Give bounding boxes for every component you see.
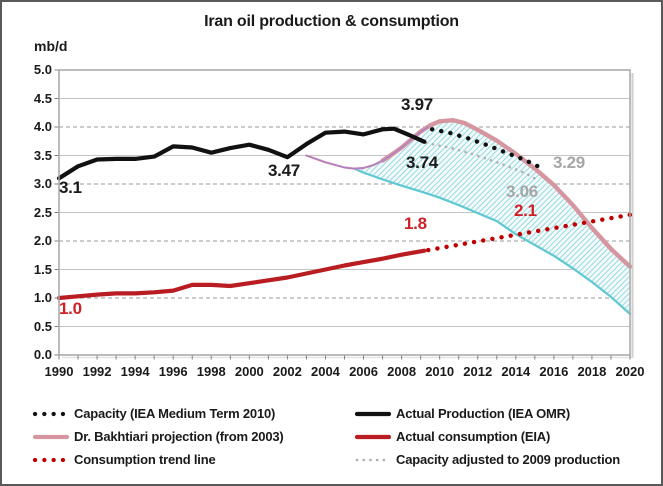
x-tick-label: 2008 bbox=[381, 364, 423, 379]
x-tick-label: 2020 bbox=[609, 364, 651, 379]
legend-marker-capacity_adjusted bbox=[354, 453, 392, 467]
legend-marker-trend bbox=[32, 453, 70, 467]
legend-label-trend: Consumption trend line bbox=[74, 452, 215, 467]
x-tick-label: 2002 bbox=[266, 364, 308, 379]
legend: Capacity (IEA Medium Term 2010) Actual Pr… bbox=[32, 402, 648, 471]
annotation-3.47: 3.47 bbox=[268, 161, 300, 181]
x-tick-label: 1990 bbox=[38, 364, 80, 379]
legend-label-consumption: Actual consumption (EIA) bbox=[396, 429, 550, 444]
annotation-3.1: 3.1 bbox=[59, 178, 82, 198]
y-tick-label: 2.0 bbox=[20, 233, 52, 248]
y-tick-label: 0.5 bbox=[20, 319, 52, 334]
y-tick-label: 0.0 bbox=[20, 347, 52, 362]
y-tick-label: 4.0 bbox=[20, 119, 52, 134]
y-tick-label: 1.0 bbox=[20, 290, 52, 305]
legend-label-capacity: Capacity (IEA Medium Term 2010) bbox=[74, 406, 275, 421]
annotation-1.0: 1.0 bbox=[59, 299, 82, 319]
x-tick-label: 2018 bbox=[571, 364, 613, 379]
x-tick-label: 1994 bbox=[114, 364, 156, 379]
legend-marker-capacity bbox=[32, 407, 70, 421]
y-tick-label: 5.0 bbox=[20, 62, 52, 77]
legend-item-production: Actual Production (IEA OMR) bbox=[354, 402, 648, 425]
legend-marker-consumption bbox=[354, 430, 392, 444]
legend-item-capacity_adjusted: Capacity adjusted to 2009 production bbox=[354, 448, 648, 471]
x-tick-label: 2012 bbox=[457, 364, 499, 379]
legend-label-production: Actual Production (IEA OMR) bbox=[396, 406, 570, 421]
y-tick-label: 3.0 bbox=[20, 176, 52, 191]
y-tick-label: 1.5 bbox=[20, 262, 52, 277]
legend-item-trend: Consumption trend line bbox=[32, 448, 354, 471]
x-tick-label: 1998 bbox=[190, 364, 232, 379]
annotation-3.29: 3.29 bbox=[553, 153, 585, 173]
x-tick-label: 1996 bbox=[152, 364, 194, 379]
legend-item-consumption: Actual consumption (EIA) bbox=[354, 425, 648, 448]
chart-figure: Iran oil production & consumption mb/d 5… bbox=[0, 0, 663, 486]
annotation-3.06: 3.06 bbox=[506, 182, 538, 202]
x-tick-label: 2010 bbox=[419, 364, 461, 379]
y-tick-label: 3.5 bbox=[20, 148, 52, 163]
x-tick-label: 2016 bbox=[533, 364, 575, 379]
legend-item-bakhtiari: Dr. Bakhtiari projection (from 2003) bbox=[32, 425, 354, 448]
x-tick-label: 2006 bbox=[343, 364, 385, 379]
x-tick-label: 1992 bbox=[76, 364, 118, 379]
legend-label-capacity_adjusted: Capacity adjusted to 2009 production bbox=[396, 452, 620, 467]
legend-label-bakhtiari: Dr. Bakhtiari projection (from 2003) bbox=[74, 429, 284, 444]
x-tick-label: 2014 bbox=[495, 364, 537, 379]
legend-item-capacity: Capacity (IEA Medium Term 2010) bbox=[32, 402, 354, 425]
y-tick-label: 2.5 bbox=[20, 205, 52, 220]
annotation-2.1: 2.1 bbox=[514, 201, 537, 221]
annotation-1.8: 1.8 bbox=[404, 214, 427, 234]
x-tick-label: 2004 bbox=[304, 364, 346, 379]
x-tick-label: 2000 bbox=[228, 364, 270, 379]
y-tick-label: 4.5 bbox=[20, 91, 52, 106]
legend-marker-production bbox=[354, 407, 392, 421]
legend-marker-bakhtiari bbox=[32, 430, 70, 444]
annotation-3.97: 3.97 bbox=[401, 95, 433, 115]
annotation-3.74: 3.74 bbox=[406, 153, 438, 173]
